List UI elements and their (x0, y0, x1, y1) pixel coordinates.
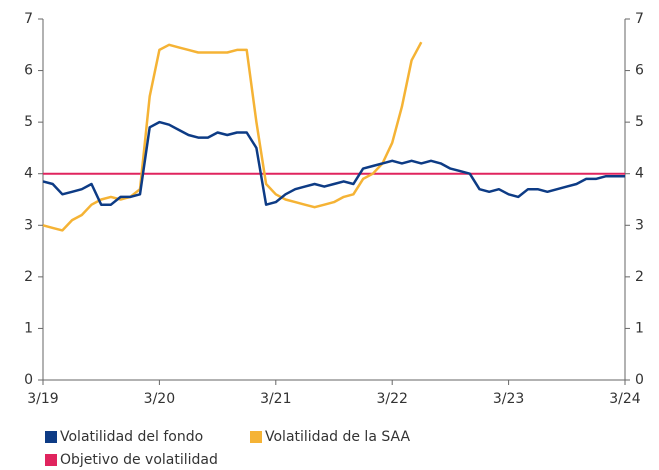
legend-swatch (45, 431, 57, 443)
y-tick-label: 5 (24, 114, 33, 130)
legend-label: Volatilidad del fondo (60, 429, 203, 445)
legend-label: Volatilidad de la SAA (265, 429, 410, 445)
y-tick-label: 3 (24, 217, 33, 233)
series-line (42, 41, 423, 232)
y2-tick-label: 7 (635, 11, 644, 27)
y2-tick-label: 2 (635, 269, 644, 285)
x-tick-label: 3/21 (260, 391, 291, 407)
y2-tick-label: 1 (635, 320, 644, 336)
legend-label: Objetivo de volatilidad (60, 452, 218, 468)
x-tick-label: 3/23 (493, 391, 524, 407)
y2-tick-label: 3 (635, 217, 644, 233)
x-tick-label: 3/24 (609, 391, 641, 407)
y-tick-label: 7 (24, 11, 33, 27)
x-tick-label: 3/20 (144, 391, 175, 407)
y2-tick-label: 6 (635, 63, 644, 79)
y-tick-label: 1 (24, 320, 33, 336)
y-tick-label: 6 (24, 63, 33, 79)
legend-swatch (45, 454, 57, 466)
x-tick-label: 3/19 (27, 391, 58, 407)
y2-tick-label: 5 (635, 114, 644, 130)
y2-tick-label: 0 (635, 372, 644, 388)
legend-swatch (250, 431, 262, 443)
y-tick-label: 0 (24, 372, 33, 388)
y2-tick-label: 4 (635, 166, 644, 182)
series-line (42, 120, 625, 206)
y-tick-label: 4 (24, 166, 33, 182)
y-tick-label: 2 (24, 269, 33, 285)
x-tick-label: 3/22 (376, 391, 407, 407)
